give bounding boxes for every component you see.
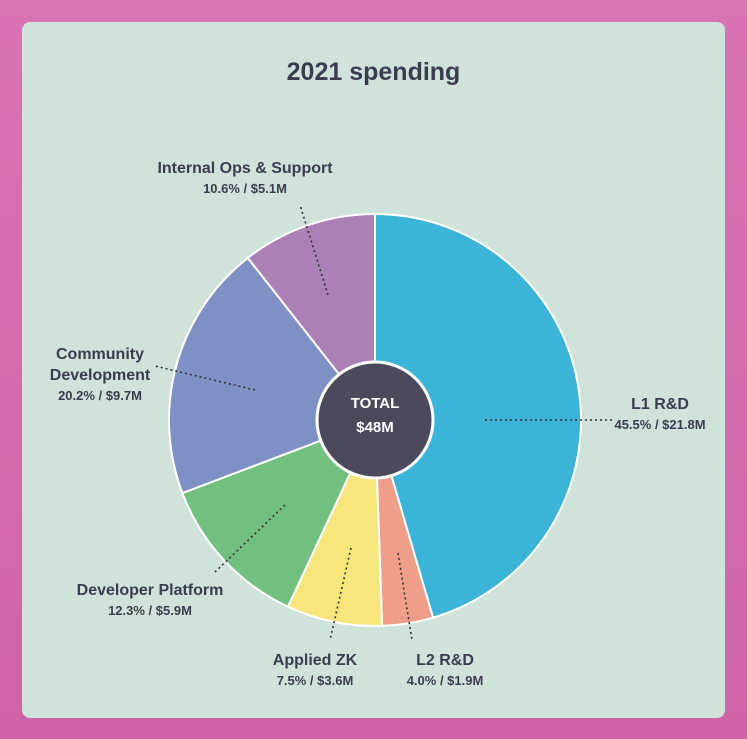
leader-line: [329, 547, 352, 641]
value-label: 12.3% / $5.9M: [108, 603, 192, 618]
slice-label: L2 R&D 4.0% / $1.9M: [407, 650, 484, 691]
value-label: 7.5% / $3.6M: [276, 673, 354, 688]
category-label: Internal Ops & Support: [157, 160, 333, 177]
category-label: Community Development: [49, 346, 151, 384]
slice-label: Developer Platform 12.3% / $5.9M: [77, 580, 224, 621]
slice: [246, 212, 376, 423]
value-label: 10.6% / $5.1M: [203, 181, 287, 196]
slice: [181, 418, 377, 609]
center-label: TOTAL: [351, 395, 400, 412]
slice-label: L1 R&D 45.5% / $21.8M: [614, 394, 705, 435]
value-label: 20.2% / $9.7M: [58, 388, 142, 403]
slice-label: Community Development 20.2% / $9.7M: [45, 344, 155, 406]
slice-label: Applied ZK 7.5% / $3.6M: [273, 650, 357, 691]
category-label: L2 R&D: [416, 652, 474, 669]
category-label: Applied ZK: [272, 652, 358, 669]
leader-line: [154, 365, 256, 391]
category-label: Developer Platform: [76, 582, 224, 599]
leader-line: [214, 504, 286, 573]
value-label: 4.0% / $1.9M: [406, 673, 484, 688]
slice-label: Internal Ops & Support 10.6% / $5.1M: [157, 158, 332, 199]
center-disc: [315, 360, 435, 480]
category-label: L1 R&D: [631, 396, 689, 413]
slice: [374, 212, 582, 619]
chart-title: 2021 spending: [286, 58, 461, 86]
center-value: $48M: [356, 419, 394, 436]
value-label: 45.5% / $21.8M: [614, 417, 706, 432]
leader-line: [299, 204, 329, 296]
